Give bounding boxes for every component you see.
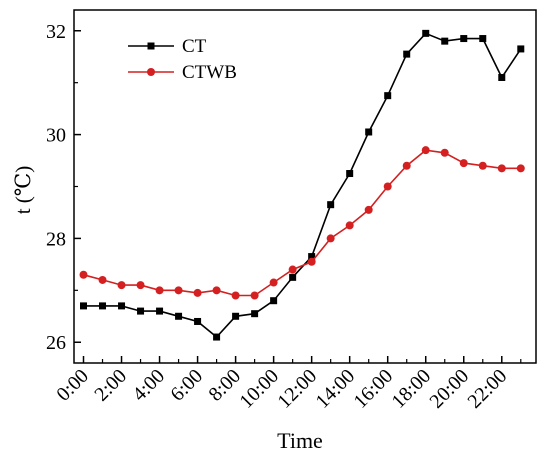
data-point: [98, 275, 107, 284]
data-point: [327, 201, 335, 209]
data-point: [99, 302, 107, 310]
data-point: [478, 161, 487, 170]
data-point: [383, 182, 392, 191]
legend: CT CTWB: [128, 36, 237, 83]
data-point: [421, 146, 430, 155]
legend-marker: [147, 68, 155, 76]
x-tick-label: 4:00: [128, 365, 169, 406]
series-ctwb: [79, 146, 525, 300]
data-point: [137, 307, 145, 315]
data-point: [517, 45, 525, 53]
x-axis-label: Time: [277, 428, 323, 453]
data-point: [345, 221, 354, 230]
data-point: [422, 29, 430, 37]
data-point: [498, 73, 506, 81]
x-tick-label: 0:00: [52, 365, 93, 406]
legend-item-ct: CT: [128, 36, 207, 57]
data-point: [156, 307, 164, 315]
data-point: [270, 297, 278, 305]
x-tick-label: 6:00: [166, 365, 207, 406]
data-point: [79, 270, 88, 279]
data-point: [307, 257, 316, 266]
x-tick-label: 16:00: [349, 365, 397, 413]
legend-item-ctwb: CTWB: [128, 62, 237, 83]
x-tick-label: 20:00: [426, 365, 474, 413]
data-point: [403, 50, 411, 58]
data-point: [479, 35, 487, 43]
data-point: [346, 170, 354, 178]
data-point: [402, 161, 411, 170]
data-point: [497, 164, 506, 173]
data-point: [326, 234, 335, 243]
x-tick-label: 18:00: [387, 365, 435, 413]
data-point: [251, 310, 259, 318]
y-tick-label: 26: [46, 332, 66, 354]
data-point: [118, 302, 126, 310]
data-point: [441, 37, 449, 45]
data-point: [384, 92, 392, 100]
x-axis-ticks: 0:002:004:006:008:0010:0012:0014:0016:00…: [52, 356, 522, 413]
data-point: [80, 302, 88, 310]
data-point: [459, 159, 468, 168]
y-axis-ticks: 26 28 30 32: [46, 21, 81, 354]
data-point: [460, 35, 468, 43]
data-point: [231, 291, 240, 300]
data-point: [136, 281, 145, 290]
x-tick-label: 14:00: [311, 365, 359, 413]
data-point: [155, 286, 164, 295]
data-point: [308, 253, 316, 261]
data-point: [193, 288, 202, 297]
data-point: [175, 312, 183, 320]
legend-label: CTWB: [182, 62, 237, 83]
data-point: [212, 286, 221, 295]
data-point: [288, 265, 297, 274]
series-line: [83, 32, 522, 339]
data-point: [289, 273, 297, 281]
series-line: [83, 149, 521, 297]
series-ct: [80, 29, 525, 341]
x-tick-label: 22:00: [464, 365, 512, 413]
data-point: [117, 281, 126, 290]
x-tick-label: 12:00: [273, 365, 321, 413]
legend-marker: [147, 42, 155, 50]
data-point: [440, 148, 449, 157]
x-tick-label: 2:00: [90, 365, 131, 406]
data-point: [213, 333, 221, 341]
x-tick-label: 10:00: [235, 365, 283, 413]
y-axis-label: t (℃): [11, 166, 35, 215]
data-point: [232, 312, 240, 320]
data-point: [174, 286, 183, 295]
y-tick-label: 32: [46, 21, 66, 43]
y-tick-label: 28: [46, 228, 66, 250]
data-point: [364, 205, 373, 214]
series-group: [79, 29, 525, 341]
legend-label: CT: [182, 36, 207, 57]
data-point: [194, 317, 202, 325]
data-point: [250, 291, 259, 300]
data-point: [269, 278, 278, 287]
y-tick-label: 30: [46, 125, 66, 147]
data-point: [516, 164, 525, 173]
data-point: [365, 128, 373, 136]
